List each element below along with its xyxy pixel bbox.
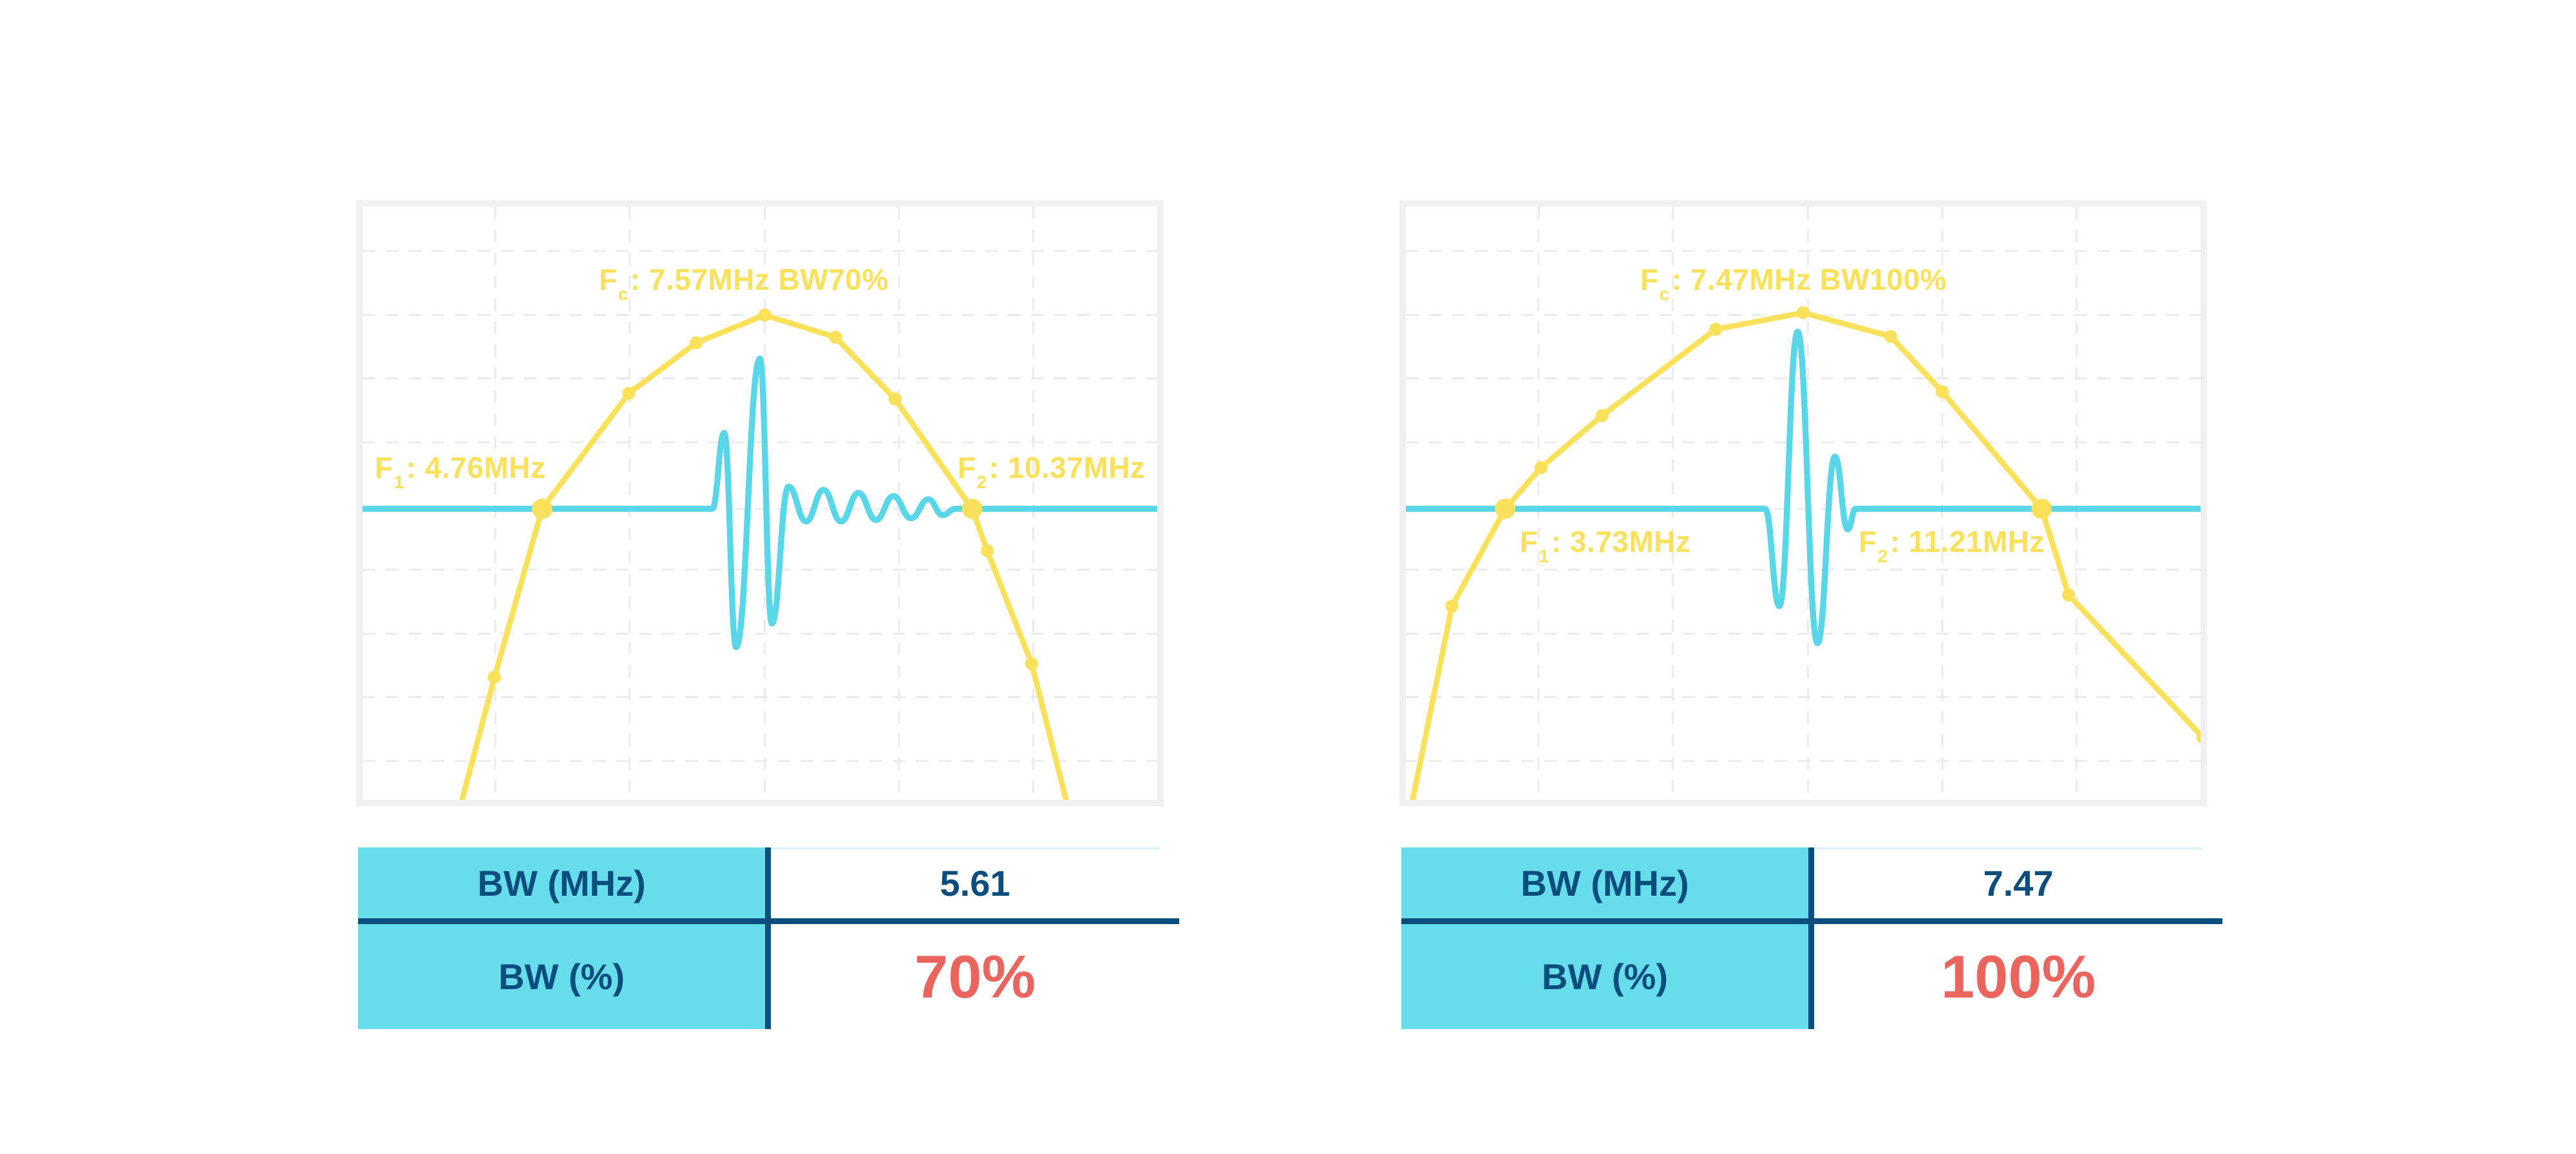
fc-label-prefix: F [599, 263, 618, 296]
spectrum-plot-right [1406, 207, 2201, 800]
f1-annotation: F1: 3.73MHz [1520, 525, 1691, 566]
pulse-waveform [1406, 328, 2201, 647]
table-header-column [358, 847, 766, 1029]
bw-percent-label: BW (%) [498, 956, 625, 997]
f2-label-subscript: 2 [1877, 546, 1888, 566]
f2-annotation: F2: 11.21MHz [1859, 525, 2045, 566]
fc-label-text: : 7.47MHz BW100% [1671, 263, 1947, 296]
bandwidth-edge-marker [532, 498, 553, 519]
data-point-marker [488, 670, 501, 684]
data-point-marker [1709, 323, 1723, 336]
bw-table-left: BW (MHz) BW (%) 5.61 70% [358, 847, 1179, 1032]
data-point-marker [1935, 385, 1949, 399]
f2-label-subscript: 2 [976, 472, 987, 492]
data-point-marker [1025, 657, 1039, 670]
bandwidth-edge-marker [1495, 498, 1516, 519]
fc-label-subscript: c [618, 284, 629, 304]
bw-percent-label: BW (%) [1542, 956, 1668, 997]
f1-label-subscript: 1 [393, 472, 404, 492]
table-header-column [1401, 847, 1810, 1029]
spectrum-chart-left: Fc: 7.57MHz BW70% F1: 4.76MHz F2: 10.37M… [356, 200, 1164, 806]
f1-label-text: : 3.73MHz [1551, 525, 1691, 558]
fc-bw-annotation: Fc: 7.47MHz BW100% [1640, 263, 1947, 304]
f2-label-prefix: F [958, 451, 976, 484]
data-point-marker [1534, 461, 1548, 475]
data-point-marker [829, 330, 842, 344]
data-point-marker [2196, 731, 2201, 744]
spectrum-plot-left [363, 207, 1157, 800]
spectrum-chart-right: Fc: 7.47MHz BW100% F1: 3.73MHz F2: 11.21… [1399, 200, 2207, 806]
bw-mhz-label: BW (MHz) [477, 863, 646, 903]
pulse-waveform [363, 355, 1157, 650]
data-point-marker [1445, 600, 1459, 613]
data-point-marker [690, 336, 703, 350]
bw-percent-value: 70% [914, 942, 1036, 1010]
f2-label-prefix: F [1859, 525, 1877, 558]
bw-mhz-value: 5.61 [940, 863, 1010, 903]
f2-annotation: F2: 10.37MHz [958, 451, 1146, 492]
fc-label-text: : 7.57MHz BW70% [630, 263, 889, 296]
f1-label-subscript: 1 [1539, 546, 1549, 566]
data-point-marker [1796, 306, 1810, 319]
data-point-marker [888, 392, 902, 406]
f2-label-text: : 11.21MHz [1889, 525, 2045, 558]
data-point-marker [1595, 409, 1609, 422]
data-point-marker [1884, 330, 1897, 343]
data-point-marker [2062, 588, 2076, 602]
bw-mhz-label: BW (MHz) [1520, 863, 1689, 903]
bandwidth-edge-marker [2031, 498, 2052, 519]
data-point-marker [758, 308, 772, 322]
bw-mhz-value: 7.47 [1983, 863, 2054, 903]
fc-bw-annotation: Fc: 7.57MHz BW70% [599, 263, 889, 304]
f1-annotation: F1: 4.76MHz [375, 451, 546, 492]
f2-label-text: : 10.37MHz [989, 451, 1146, 484]
spectrum-curve [459, 312, 1069, 800]
data-point-marker [622, 386, 636, 400]
spectrum-curve [1410, 310, 2201, 800]
f1-label-prefix: F [1520, 525, 1539, 558]
table-column-divider [1808, 847, 1814, 1029]
fc-label-subscript: c [1659, 284, 1670, 304]
bw-percent-value: 100% [1940, 942, 2096, 1010]
f1-label-prefix: F [375, 451, 393, 484]
data-point-marker [980, 544, 994, 558]
table-column-divider [765, 847, 771, 1029]
bw-table-right: BW (MHz) BW (%) 7.47 100% [1401, 847, 2222, 1032]
fc-label-prefix: F [1640, 263, 1659, 296]
f1-label-text: : 4.76MHz [406, 451, 546, 484]
bandwidth-edge-marker [961, 498, 983, 519]
